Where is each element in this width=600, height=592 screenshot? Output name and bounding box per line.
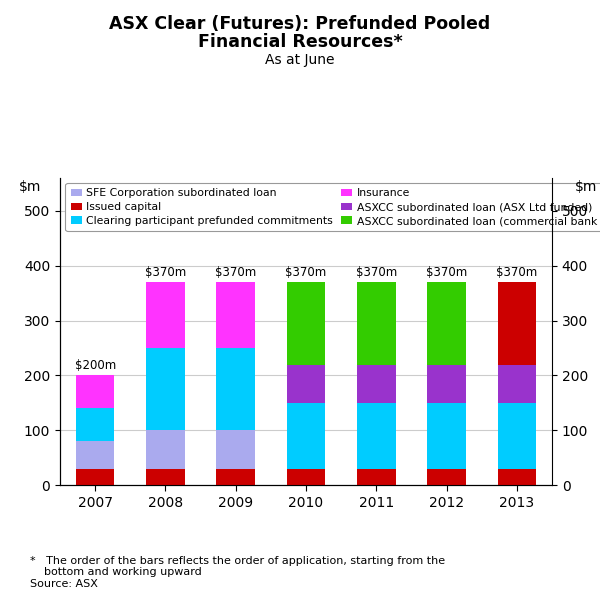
Bar — [146, 430, 185, 469]
Bar — [146, 469, 185, 485]
Text: ASX Clear (Futures): Prefunded Pooled: ASX Clear (Futures): Prefunded Pooled — [109, 15, 491, 33]
Bar — [357, 365, 395, 403]
Bar — [146, 348, 185, 430]
Bar — [427, 282, 466, 365]
Bar — [76, 375, 115, 408]
Bar — [287, 469, 325, 485]
Text: $370m: $370m — [145, 266, 186, 279]
Bar — [427, 469, 466, 485]
Text: $370m: $370m — [356, 266, 397, 279]
Text: $370m: $370m — [215, 266, 256, 279]
Bar — [76, 469, 115, 485]
Text: *   The order of the bars reflects the order of application, starting from the
 : * The order of the bars reflects the ord… — [30, 556, 445, 589]
Text: $370m: $370m — [496, 266, 538, 279]
Bar — [217, 348, 255, 430]
Text: Financial Resources*: Financial Resources* — [197, 33, 403, 50]
Bar — [497, 282, 536, 365]
Bar — [287, 403, 325, 469]
Text: $370m: $370m — [426, 266, 467, 279]
Bar — [76, 442, 115, 469]
Bar — [357, 403, 395, 469]
Bar — [357, 282, 395, 365]
Bar — [357, 469, 395, 485]
Bar — [287, 282, 325, 365]
Y-axis label: $m: $m — [575, 180, 598, 194]
Text: $200m: $200m — [74, 359, 116, 372]
Legend: SFE Corporation subordinated loan, Issued capital, Clearing participant prefunde: SFE Corporation subordinated loan, Issue… — [65, 183, 600, 231]
Bar — [146, 282, 185, 348]
Y-axis label: $m: $m — [19, 180, 41, 194]
Bar — [497, 403, 536, 469]
Text: As at June: As at June — [265, 53, 335, 67]
Text: $370m: $370m — [286, 266, 326, 279]
Bar — [497, 365, 536, 403]
Bar — [217, 430, 255, 469]
Bar — [76, 408, 115, 442]
Bar — [427, 365, 466, 403]
Bar — [217, 282, 255, 348]
Bar — [217, 469, 255, 485]
Bar — [497, 469, 536, 485]
Bar — [287, 365, 325, 403]
Bar — [427, 403, 466, 469]
